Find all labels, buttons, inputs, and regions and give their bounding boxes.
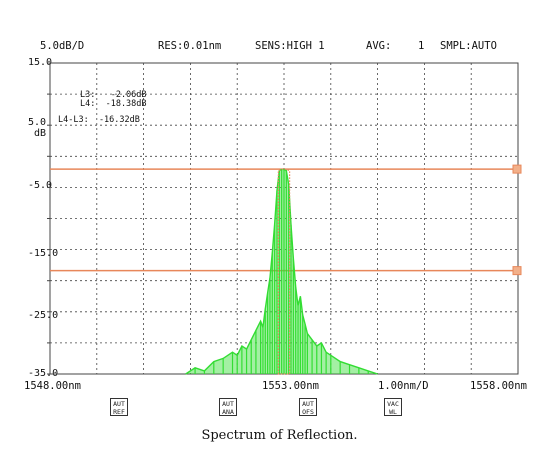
y-tick-label: 15.0 — [28, 57, 53, 68]
vac-wl-softkey[interactable]: VAC WL — [384, 398, 402, 416]
softkey-top-label: AUT — [222, 400, 234, 408]
softkey-top-label: AUT — [113, 400, 125, 408]
sensitivity-readout: SENS:HIGH 1 — [255, 40, 325, 52]
y-tick-label: -5.0 — [28, 180, 53, 191]
marker-handle-l4 — [512, 266, 522, 276]
marker-handle-l3 — [512, 164, 522, 174]
auto-ref-softkey[interactable]: AUT REF — [110, 398, 128, 416]
softkey-bottom-label: OFS — [302, 408, 314, 416]
avg-label: AVG: — [366, 40, 392, 52]
chart-grid — [47, 62, 519, 375]
figure-caption: Spectrum of Reflection. — [201, 428, 358, 443]
scale-readout: 5.0dB/D — [40, 40, 85, 52]
marker-l4-readout: L4: -18.38dB — [80, 99, 147, 109]
y-unit-label: dB — [34, 128, 47, 139]
peak-outline — [277, 168, 291, 375]
marker-diff-readout: L4-L3: -16.32dB — [58, 115, 140, 125]
marker-l3-readout: L3: -2.06dB — [80, 90, 147, 100]
y-tick-label: -25.0 — [28, 310, 59, 321]
auto-ofs-softkey[interactable]: AUT OFS — [299, 398, 317, 416]
trace-group — [185, 168, 378, 375]
softkey-top-label: VAC — [387, 400, 399, 408]
y-tick-label: 5.0 — [28, 117, 47, 128]
softkey-bottom-label: ANA — [222, 408, 234, 416]
softkey-bottom-label: REF — [113, 408, 125, 416]
x-tick-label-span: 1.00nm/D — [378, 380, 429, 392]
sampling-readout: SMPL:AUTO — [440, 40, 497, 52]
y-tick-label: -15.0 — [28, 248, 59, 259]
softkey-top-label: AUT — [302, 400, 314, 408]
x-tick-label-start: 1548.00nm — [24, 380, 81, 392]
auto-ana-softkey[interactable]: AUT ANA — [219, 398, 237, 416]
softkey-bottom-label: WL — [389, 408, 397, 416]
y-tick-label: -35.0 — [28, 368, 59, 379]
x-tick-label-stop: 1558.00nm — [470, 380, 527, 392]
avg-value: 1 — [418, 40, 425, 52]
resolution-readout: RES:0.01nm — [158, 40, 222, 52]
x-tick-label-center: 1553.00nm — [262, 380, 319, 392]
